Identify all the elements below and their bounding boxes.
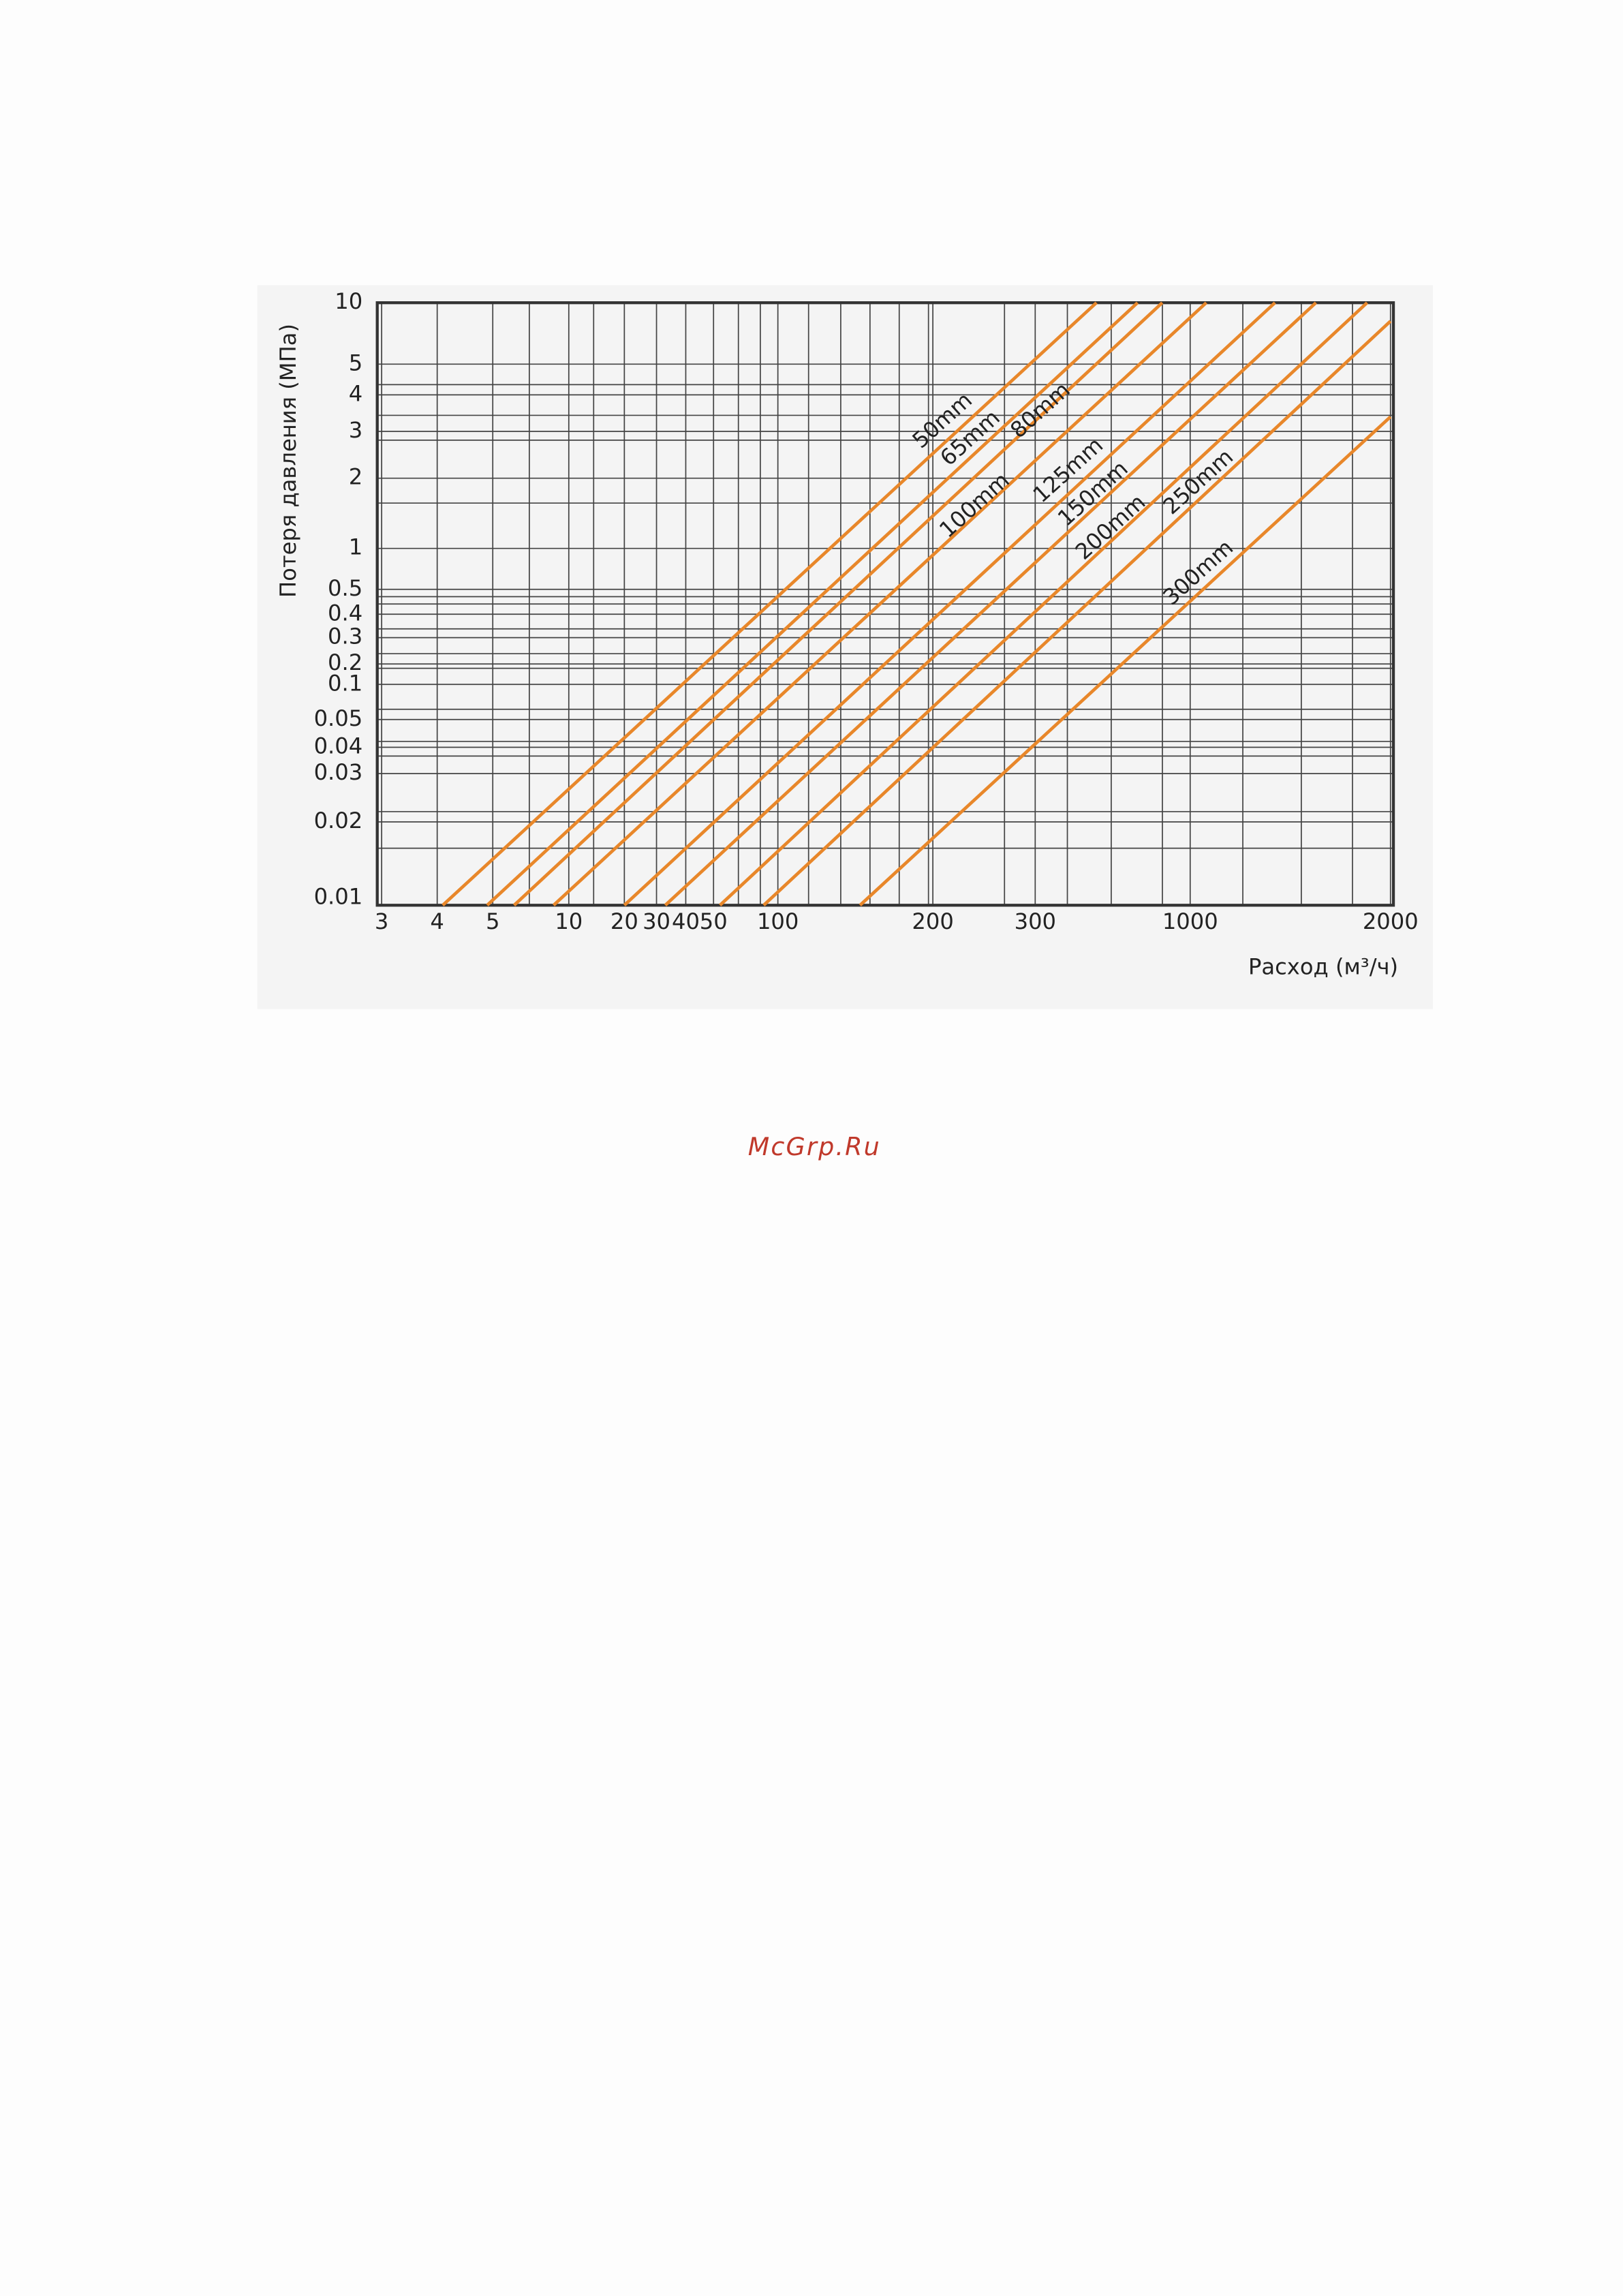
x-tick-label: 4 — [430, 908, 444, 934]
chart-background — [257, 285, 1433, 1009]
y-tick-label: 1 — [349, 534, 362, 560]
pipe-line — [512, 301, 1164, 907]
y-axis-label: Потеря давления (МПа) — [275, 324, 301, 598]
pipe-line — [762, 320, 1392, 907]
x-tick-label: 50 — [700, 908, 728, 934]
minor-grid — [377, 303, 1394, 906]
x-tick-label: 200 — [912, 908, 953, 934]
x-tick-label: 10 — [555, 908, 583, 934]
y-tick-label: 4 — [349, 380, 362, 406]
y-tick-label: 0.4 — [328, 600, 362, 626]
y-tick-label: 2 — [349, 464, 362, 490]
y-tick-label: 3 — [349, 417, 362, 443]
x-tick-label: 30 — [643, 908, 670, 934]
pipe-line — [719, 301, 1369, 907]
y-tick-label: 0.2 — [328, 649, 362, 675]
pipe-line — [552, 301, 1207, 907]
watermark: McGrp.Ru — [748, 1132, 881, 1161]
x-tick-label: 100 — [757, 908, 799, 934]
y-tick-label: 0.1 — [328, 670, 362, 696]
x-tick-label: 20 — [610, 908, 638, 934]
x-tick-label: 40 — [672, 908, 700, 934]
x-tick-label: 3 — [375, 908, 388, 934]
y-tick-label: 0.03 — [314, 759, 363, 785]
y-tick-label: 5 — [349, 350, 362, 376]
y-tick-label: 0.01 — [314, 884, 363, 910]
y-tick-label: 0.04 — [314, 733, 363, 759]
pipe-line — [664, 301, 1317, 907]
y-tick-label: 0.02 — [314, 808, 363, 833]
y-tick-label: 0.3 — [328, 624, 362, 649]
y-tick-label: 10 — [335, 288, 362, 314]
pipe-line — [623, 301, 1276, 907]
plot-frame — [375, 301, 1395, 907]
x-tick-label: 300 — [1015, 908, 1056, 934]
x-tick-label: 1000 — [1162, 908, 1218, 934]
pipe-line — [859, 415, 1392, 907]
x-tick-label: 2000 — [1363, 908, 1419, 934]
pipe-line — [486, 301, 1139, 907]
y-tick-label: 0.5 — [328, 575, 362, 601]
x-tick-label: 5 — [486, 908, 499, 934]
y-tick-label: 0.05 — [314, 705, 363, 731]
pipe-line — [442, 301, 1098, 907]
x-axis-label: Расход (м³/ч) — [1248, 954, 1398, 980]
